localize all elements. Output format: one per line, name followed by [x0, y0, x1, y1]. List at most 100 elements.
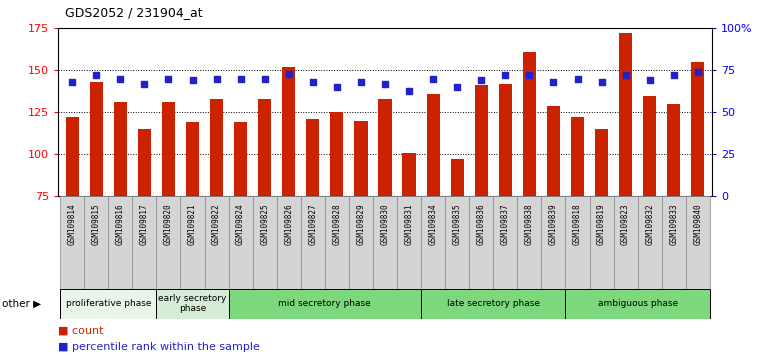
Point — [114, 76, 126, 81]
Text: GSM109819: GSM109819 — [597, 204, 606, 245]
Point — [475, 78, 487, 83]
Text: GSM109815: GSM109815 — [92, 204, 101, 245]
Bar — [661, 196, 686, 289]
Point — [595, 79, 608, 85]
Bar — [686, 196, 710, 289]
Text: GDS2052 / 231904_at: GDS2052 / 231904_at — [65, 6, 203, 19]
Bar — [301, 196, 325, 289]
Text: ■ count: ■ count — [58, 326, 103, 336]
Point — [571, 76, 584, 81]
Bar — [571, 118, 584, 196]
Point — [283, 71, 295, 76]
Text: GSM109838: GSM109838 — [525, 204, 534, 245]
Bar — [258, 99, 271, 196]
Text: early secretory
phase: early secretory phase — [159, 294, 226, 313]
Bar — [325, 196, 349, 289]
Bar — [276, 196, 301, 289]
Bar — [667, 104, 681, 196]
Point — [139, 81, 151, 87]
Bar — [210, 99, 223, 196]
Text: GSM109830: GSM109830 — [380, 204, 390, 245]
Bar — [60, 289, 156, 319]
Text: GSM109823: GSM109823 — [621, 204, 630, 245]
Text: GSM109814: GSM109814 — [68, 204, 77, 245]
Bar — [547, 105, 560, 196]
Text: ■ percentile rank within the sample: ■ percentile rank within the sample — [58, 342, 259, 352]
Text: GSM109827: GSM109827 — [308, 204, 317, 245]
Bar — [162, 102, 175, 196]
Point — [451, 84, 464, 90]
Text: ambiguous phase: ambiguous phase — [598, 299, 678, 308]
Point — [499, 73, 511, 78]
Bar — [330, 113, 343, 196]
Point — [210, 76, 223, 81]
Bar — [421, 196, 445, 289]
Text: GSM109828: GSM109828 — [333, 204, 341, 245]
Text: GSM109834: GSM109834 — [429, 204, 437, 245]
Bar — [619, 33, 632, 196]
Bar — [421, 289, 565, 319]
Bar — [643, 96, 656, 196]
Text: GSM109832: GSM109832 — [645, 204, 654, 245]
Bar — [132, 196, 156, 289]
Bar — [234, 122, 247, 196]
Bar — [469, 196, 494, 289]
Text: other ▶: other ▶ — [2, 298, 41, 309]
Bar — [427, 94, 440, 196]
Point — [330, 84, 343, 90]
Bar — [253, 196, 276, 289]
Bar — [517, 196, 541, 289]
Bar — [114, 102, 127, 196]
Text: GSM109837: GSM109837 — [500, 204, 510, 245]
Bar — [180, 196, 205, 289]
Bar — [156, 289, 229, 319]
Point — [66, 79, 79, 85]
Text: GSM109839: GSM109839 — [549, 204, 558, 245]
Bar — [349, 196, 373, 289]
Bar — [109, 196, 132, 289]
Text: GSM109835: GSM109835 — [453, 204, 462, 245]
Text: GSM109826: GSM109826 — [284, 204, 293, 245]
Point — [668, 73, 680, 78]
Text: GSM109821: GSM109821 — [188, 204, 197, 245]
Point — [234, 76, 246, 81]
Bar — [565, 196, 590, 289]
Bar — [590, 196, 614, 289]
Text: GSM109836: GSM109836 — [477, 204, 486, 245]
Bar — [60, 196, 84, 289]
Point — [186, 78, 199, 83]
Bar — [397, 196, 421, 289]
Bar — [494, 196, 517, 289]
Text: mid secretory phase: mid secretory phase — [279, 299, 371, 308]
Text: GSM109822: GSM109822 — [212, 204, 221, 245]
Bar — [156, 196, 180, 289]
Bar — [354, 121, 367, 196]
Point — [427, 76, 439, 81]
Text: GSM109817: GSM109817 — [140, 204, 149, 245]
Bar — [84, 196, 109, 289]
Bar — [691, 62, 705, 196]
Point — [162, 76, 175, 81]
Bar — [378, 99, 392, 196]
Bar — [541, 196, 565, 289]
Bar — [403, 153, 416, 196]
Point — [259, 76, 271, 81]
Point — [691, 69, 704, 75]
Point — [403, 88, 415, 93]
Bar — [565, 289, 710, 319]
Point — [379, 81, 391, 87]
Text: GSM109840: GSM109840 — [693, 204, 702, 245]
Text: GSM109825: GSM109825 — [260, 204, 269, 245]
Bar — [638, 196, 661, 289]
Point — [355, 79, 367, 85]
Point — [90, 73, 102, 78]
Point — [619, 73, 631, 78]
Text: GSM109816: GSM109816 — [116, 204, 125, 245]
Bar — [595, 129, 608, 196]
Bar — [450, 159, 464, 196]
Point — [306, 79, 319, 85]
Bar — [282, 67, 296, 196]
Bar — [65, 118, 79, 196]
Bar — [445, 196, 469, 289]
Text: late secretory phase: late secretory phase — [447, 299, 540, 308]
